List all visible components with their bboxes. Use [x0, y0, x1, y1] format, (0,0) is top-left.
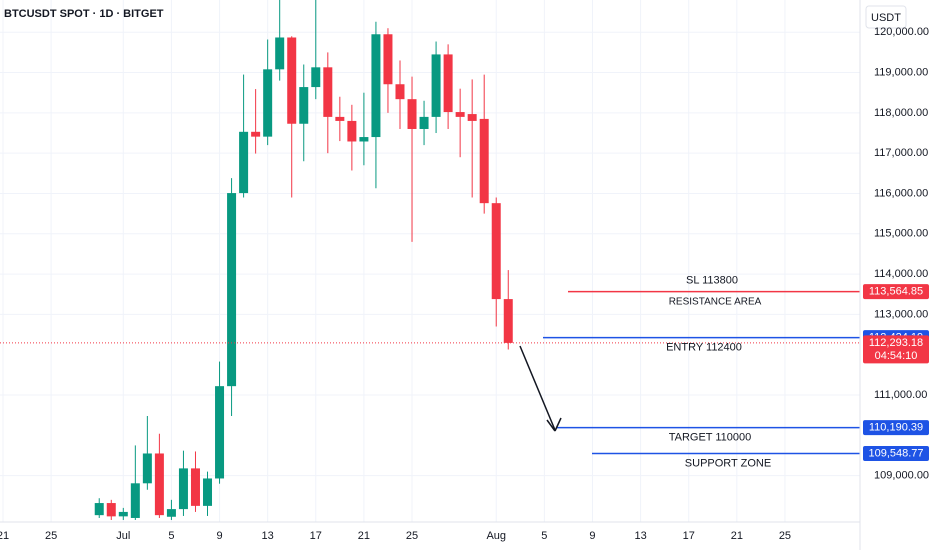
x-tick-label: 21: [731, 530, 743, 542]
candle-body: [142, 453, 152, 484]
candle-body: [503, 299, 513, 343]
price-badge: [863, 284, 929, 300]
candle-body: [154, 453, 164, 516]
candle-body: [118, 511, 128, 517]
x-tick-label: 25: [45, 530, 57, 542]
candle-body: [251, 131, 261, 137]
price-badge: [863, 335, 929, 364]
y-tick-label: 114,000.00: [874, 268, 928, 280]
price-badge-label: 112,293.18: [869, 337, 923, 349]
grid: [0, 0, 860, 522]
x-tick-label: 21: [358, 530, 370, 542]
arrow-head: [546, 417, 562, 432]
candle-body: [190, 468, 200, 506]
unit-label: USDT: [871, 12, 901, 24]
y-tick-label: 111,000.00: [874, 389, 927, 401]
candle-body: [130, 483, 140, 518]
candle-body: [239, 131, 249, 194]
x-tick-label: 5: [541, 530, 547, 542]
candle-body: [371, 34, 381, 138]
candle-body: [166, 509, 176, 517]
level-text: SL 113800: [686, 275, 738, 287]
candle-body: [106, 503, 116, 517]
x-tick-label: 17: [683, 530, 695, 542]
x-tick-label: 5: [168, 530, 174, 542]
x-tick-label: 21: [0, 530, 9, 542]
x-tick-label: 13: [262, 530, 274, 542]
candle-body: [443, 54, 453, 113]
candle-body: [491, 203, 501, 300]
price-badge-label: 109,548.77: [868, 447, 923, 459]
level-text: SUPPORT ZONE: [685, 457, 771, 469]
candle-body: [383, 34, 393, 85]
candle-body: [227, 193, 237, 387]
candles: [94, 0, 513, 520]
candle-body: [311, 67, 321, 88]
x-tick-label: Jul: [116, 530, 130, 542]
x-tick-label: 9: [216, 530, 222, 542]
candle-body: [178, 468, 188, 510]
candle-body: [299, 87, 309, 124]
y-tick-label: 120,000.00: [874, 26, 929, 38]
y-tick-label: 116,000.00: [874, 187, 928, 199]
level-subtext: RESISTANCE AREA: [669, 296, 762, 307]
overlay: SL 113800 RESISTANCE AREA ENTRY 112400 TARG…: [0, 275, 860, 469]
price-badge: [863, 420, 929, 436]
level-text: ENTRY 112400: [666, 342, 742, 354]
price-badge: [863, 446, 929, 462]
y-tick-label: 109,000.00: [874, 470, 929, 482]
candle-body: [359, 137, 369, 142]
y-tick-label: 113,000.00: [874, 308, 928, 320]
y-tick-label: 115,000.00: [874, 228, 928, 240]
candle-body: [467, 114, 477, 121]
level-text: TARGET 110000: [669, 432, 752, 444]
chart-title: BTCUSDT SPOT · 1D · BITGET: [4, 8, 164, 20]
y-tick-label: 118,000.00: [874, 107, 928, 119]
y-tick-label: 119,000.00: [874, 66, 928, 78]
price-badge-label: 110,190.39: [869, 422, 923, 434]
x-tick-label: 9: [589, 530, 595, 542]
candle-body: [479, 118, 489, 204]
candle-body: [263, 69, 273, 137]
countdown-label: 04:54:10: [875, 350, 918, 362]
candle-body: [215, 386, 225, 479]
candle-body: [335, 116, 345, 121]
x-tick-label: 25: [779, 530, 791, 542]
arrow: [519, 345, 556, 431]
candle-body: [395, 84, 405, 100]
candle-body: [455, 112, 465, 117]
candle-body: [94, 503, 104, 516]
candle-body: [275, 37, 285, 70]
x-tick-label: 17: [310, 530, 322, 542]
candle-body: [431, 54, 441, 117]
candle-body: [419, 116, 429, 129]
x-tick-label: Aug: [486, 530, 506, 542]
x-tick-label: 25: [406, 530, 418, 542]
candle-body: [323, 67, 333, 117]
x-tick-label: 13: [634, 530, 646, 542]
y-tick-label: 117,000.00: [874, 147, 928, 159]
candle-body: [407, 99, 417, 129]
candle-body: [347, 120, 357, 142]
candle-body: [287, 37, 297, 124]
price-badge-label: 113,564.85: [869, 286, 923, 298]
unit-box: [865, 5, 907, 29]
candle-body: [203, 478, 213, 506]
